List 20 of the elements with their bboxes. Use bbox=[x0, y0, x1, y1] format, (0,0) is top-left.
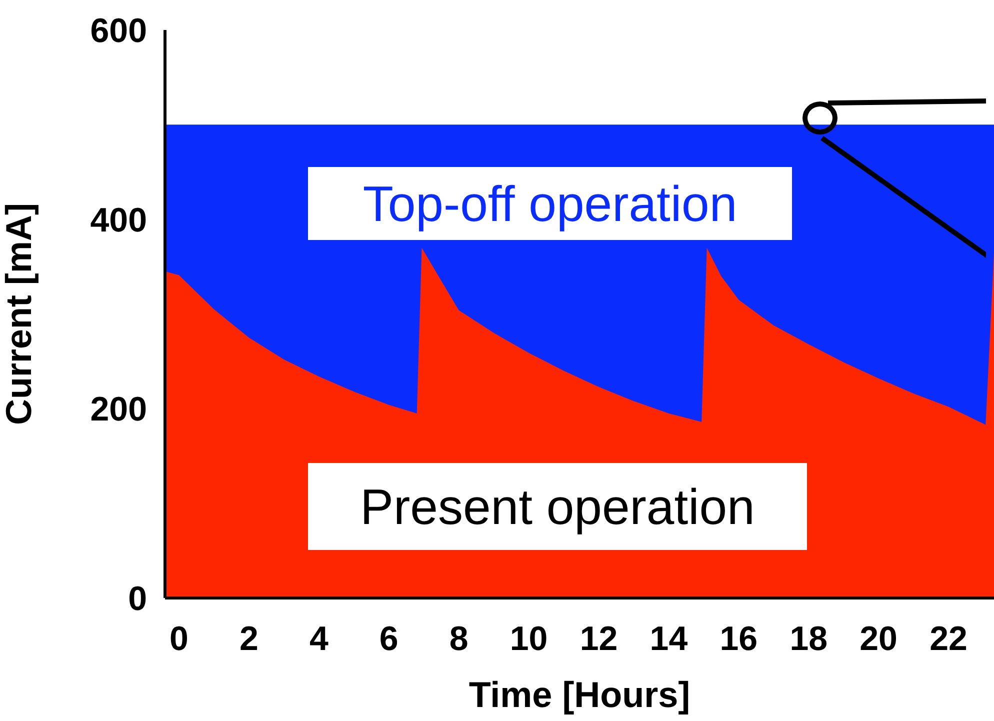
x-tick-label: 10 bbox=[510, 620, 548, 658]
x-tick-label: 16 bbox=[720, 620, 758, 658]
y-tick-label: 400 bbox=[90, 201, 147, 240]
y-tick-label: 600 bbox=[90, 12, 147, 50]
x-tick-label: 6 bbox=[379, 620, 398, 658]
x-tick-label: 18 bbox=[790, 620, 828, 658]
x-axis-title: Time [Hours] bbox=[468, 674, 690, 715]
series-label: Present operation bbox=[308, 463, 807, 550]
x-tick-label: 0 bbox=[170, 620, 188, 658]
y-tick-label: 0 bbox=[128, 580, 147, 618]
x-tick-label: 8 bbox=[449, 620, 468, 658]
x-tick-label: 20 bbox=[860, 620, 898, 658]
y-axis-title: Current [mA] bbox=[0, 203, 39, 425]
x-tick-label: 12 bbox=[580, 620, 618, 658]
x-tick-label: 14 bbox=[650, 620, 688, 658]
x-tick-label: 22 bbox=[930, 620, 968, 658]
y-tick-label: 200 bbox=[90, 390, 147, 429]
x-tick-label: 4 bbox=[309, 620, 328, 658]
series-label: Top-off operation bbox=[308, 167, 792, 240]
x-tick-label: 2 bbox=[239, 620, 258, 658]
